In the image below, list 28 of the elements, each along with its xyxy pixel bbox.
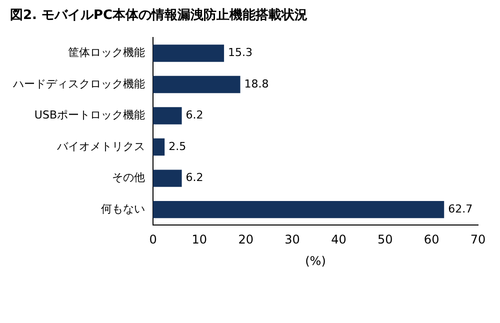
y-tick-label: その他 <box>112 171 145 184</box>
bar <box>153 170 182 187</box>
y-tick-label: ハードディスクロック機能 <box>12 77 145 90</box>
x-tick-label: 30 <box>284 232 300 247</box>
data-label: 15.3 <box>228 46 253 60</box>
data-label: 6.2 <box>186 171 204 184</box>
bar <box>153 76 240 94</box>
bar <box>153 138 165 156</box>
bar <box>153 107 182 124</box>
x-tick-label: 60 <box>424 232 440 247</box>
x-tick-label: 40 <box>331 232 346 247</box>
x-tick-label: 50 <box>378 232 393 247</box>
data-label: 2.5 <box>168 140 186 153</box>
y-tick-label: 何もない <box>101 202 145 216</box>
x-tick-label: 20 <box>238 232 254 247</box>
x-tick-label: 10 <box>192 232 208 247</box>
y-tick-label: 筐体ロック機能 <box>68 46 145 60</box>
x-tick-label: 70 <box>470 232 486 247</box>
bar <box>153 44 224 62</box>
data-label: 6.2 <box>186 108 204 122</box>
bar <box>153 200 444 218</box>
chart-title: 図2. モバイルPC本体の情報漏洩防止機能搭載状況 <box>10 7 308 24</box>
x-axis-title: (%) <box>305 254 326 268</box>
x-tick-label: 0 <box>149 232 157 247</box>
data-label: 18.8 <box>244 77 269 90</box>
y-tick-label: バイオメトリクス <box>56 140 145 153</box>
y-tick-label: USBポートロック機能 <box>34 108 145 122</box>
data-label: 62.7 <box>448 202 473 216</box>
